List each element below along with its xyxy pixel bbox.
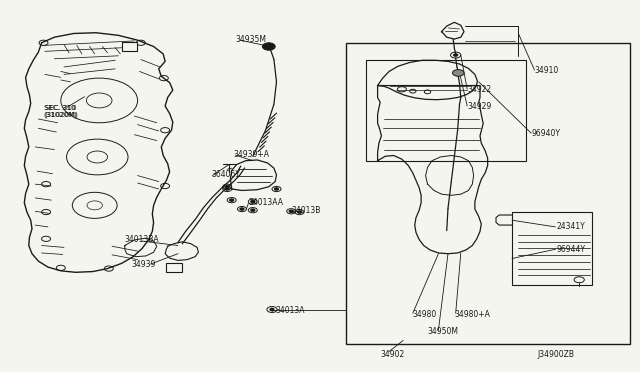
Circle shape	[230, 199, 234, 201]
Text: 34013B: 34013B	[291, 206, 321, 215]
Text: A: A	[172, 263, 177, 272]
Circle shape	[240, 208, 244, 210]
Text: 96944Y: 96944Y	[557, 245, 586, 254]
Text: A: A	[127, 42, 132, 51]
Bar	[346, 43, 630, 344]
Bar	[122, 42, 137, 51]
Text: 34922: 34922	[467, 85, 492, 94]
Bar	[512, 212, 592, 285]
Text: 34929: 34929	[467, 102, 492, 110]
Circle shape	[454, 54, 458, 56]
Circle shape	[251, 209, 255, 211]
Text: 34902: 34902	[381, 350, 405, 359]
Bar	[366, 60, 526, 161]
Text: J34900ZB: J34900ZB	[538, 350, 575, 359]
Bar	[166, 263, 182, 272]
Circle shape	[262, 43, 275, 50]
Text: SEC. 310
(31020M): SEC. 310 (31020M)	[45, 105, 79, 118]
Text: 34939+A: 34939+A	[234, 150, 269, 159]
Circle shape	[289, 210, 293, 212]
Text: 24341Y: 24341Y	[557, 222, 586, 231]
Circle shape	[452, 70, 464, 76]
Text: 34910: 34910	[534, 66, 559, 75]
Text: 34980+A: 34980+A	[454, 310, 490, 319]
Text: 34950M: 34950M	[428, 327, 458, 336]
Text: 34013BA: 34013BA	[125, 235, 159, 244]
Text: SEC. 310
(31020M): SEC. 310 (31020M)	[44, 105, 77, 118]
Text: 96940Y: 96940Y	[531, 129, 560, 138]
Text: 34935M: 34935M	[236, 35, 266, 44]
Circle shape	[270, 308, 274, 311]
Circle shape	[298, 211, 301, 213]
Circle shape	[225, 188, 229, 190]
Circle shape	[225, 186, 229, 188]
Text: 34013AA: 34013AA	[248, 198, 284, 207]
Text: 34939: 34939	[131, 260, 156, 269]
Circle shape	[251, 201, 255, 203]
Text: 34980: 34980	[413, 310, 437, 319]
Text: 36406Y: 36406Y	[211, 170, 240, 179]
Circle shape	[275, 188, 278, 190]
Text: 34013A: 34013A	[275, 306, 305, 315]
